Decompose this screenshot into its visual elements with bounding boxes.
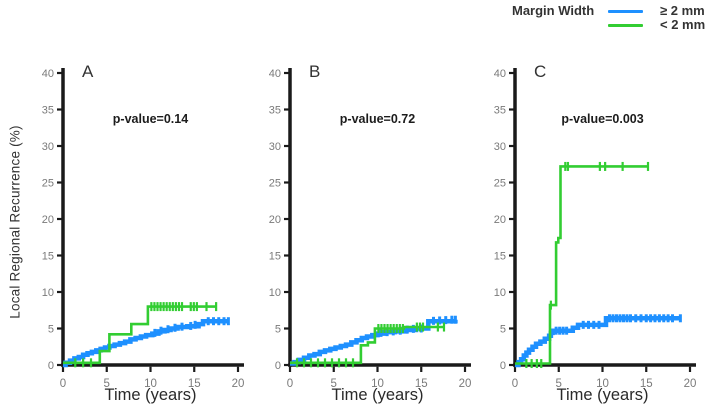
y-tick-label: 10 (269, 287, 281, 299)
panel-c: 0 5 10 15 20 25 30 35 40 0 5 10 15 20 C p-value=0.003… (470, 60, 717, 415)
y-tick-label: 20 (42, 214, 54, 226)
curve-ge-2mm (63, 318, 229, 368)
plot-c: 0 5 10 15 20 25 30 35 40 0 5 10 15 20 (494, 68, 697, 390)
legend-line-ge-2mm (608, 10, 643, 13)
y-tick-label: 15 (494, 251, 506, 263)
panel-a-p-value: p-value=0.14 (112, 112, 189, 126)
y-tick-label: 35 (42, 105, 54, 117)
x-tick-label: 10 (144, 378, 157, 390)
panel-a: 0 5 10 15 20 25 30 35 40 0 5 10 15 20 A p-value=0.14 … (18, 60, 278, 415)
y-tick-label: 10 (42, 287, 54, 299)
y-tick-label: 30 (42, 141, 54, 153)
y-tick-label: 0 (500, 360, 506, 372)
y-tick-label: 40 (269, 68, 281, 80)
plot-b: 0 5 10 15 20 25 30 35 40 0 5 10 15 20 (269, 68, 472, 390)
x-tick-label: 5 (104, 378, 110, 390)
x-tick-label: 5 (331, 378, 337, 390)
y-tick-label: 25 (494, 178, 506, 190)
x-tick-label: 0 (287, 378, 293, 390)
x-tick-label: 10 (371, 378, 384, 390)
legend: Margin Width ≥ 2 mm < 2 mm (0, 0, 717, 40)
plot-a: 0 5 10 15 20 25 30 35 40 0 5 10 15 20 (42, 68, 245, 390)
legend-line-lt-2mm (608, 24, 643, 27)
y-tick-label: 40 (494, 68, 506, 80)
y-tick-label: 15 (269, 251, 281, 263)
y-tick-label: 15 (42, 251, 54, 263)
curve-lt-2mm (515, 165, 648, 365)
x-tick-label: 0 (512, 378, 518, 390)
panel-b-letter: B (309, 62, 321, 81)
x-tick-label: 20 (684, 378, 697, 390)
panel-b-p-value: p-value=0.72 (339, 112, 416, 126)
panel-c-p-value: p-value=0.003 (561, 112, 644, 126)
legend-title: Margin Width (512, 3, 595, 18)
y-tick-label: 25 (269, 178, 281, 190)
curve-ge-2mm (290, 318, 458, 366)
y-tick-label: 5 (275, 324, 281, 336)
panel-a-x-axis-label: Time (years) (104, 386, 197, 404)
y-tick-label: 30 (269, 141, 281, 153)
x-tick-label: 0 (60, 378, 66, 390)
x-tick-label: 15 (188, 378, 201, 390)
y-tick-label: 5 (500, 324, 506, 336)
y-tick-label: 5 (48, 324, 54, 336)
legend-label-lt-2mm: < 2 mm (660, 17, 706, 32)
curve-lt-2mm (63, 305, 217, 365)
panel-c-letter: C (534, 62, 547, 81)
curve-ge-2mm (515, 316, 681, 368)
x-tick-label: 20 (459, 378, 472, 390)
y-tick-label: 35 (494, 105, 506, 117)
y-tick-label: 0 (48, 360, 54, 372)
x-tick-label: 20 (232, 378, 245, 390)
y-tick-label: 0 (275, 360, 281, 372)
panel-a-letter: A (82, 62, 94, 81)
y-tick-label: 40 (42, 68, 54, 80)
panel-b-x-axis-label: Time (years) (331, 386, 424, 404)
y-tick-label: 35 (269, 105, 281, 117)
x-tick-label: 5 (556, 378, 562, 390)
y-tick-label: 20 (269, 214, 281, 226)
x-tick-label: 10 (596, 378, 609, 390)
x-tick-label: 15 (415, 378, 428, 390)
panel-b: 0 5 10 15 20 25 30 35 40 0 5 10 15 20 B p-value=0.72 … (245, 60, 505, 415)
y-tick-label: 25 (42, 178, 54, 190)
y-tick-label: 10 (494, 287, 506, 299)
x-tick-label: 15 (640, 378, 653, 390)
y-tick-label: 30 (494, 141, 506, 153)
y-tick-label: 20 (494, 214, 506, 226)
legend-label-ge-2mm: ≥ 2 mm (660, 3, 705, 18)
panel-c-x-axis-label: Time (years) (556, 386, 649, 404)
